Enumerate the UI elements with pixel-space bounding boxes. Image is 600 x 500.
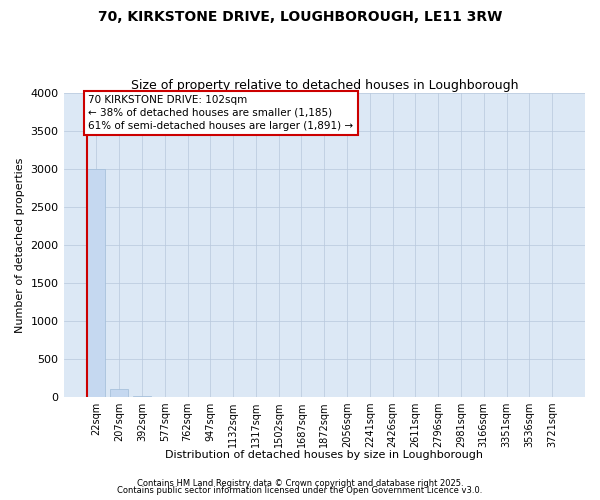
Text: 70, KIRKSTONE DRIVE, LOUGHBOROUGH, LE11 3RW: 70, KIRKSTONE DRIVE, LOUGHBOROUGH, LE11 … xyxy=(98,10,502,24)
Bar xyxy=(110,388,128,397)
Bar xyxy=(87,169,106,397)
Text: 70 KIRKSTONE DRIVE: 102sqm
← 38% of detached houses are smaller (1,185)
61% of s: 70 KIRKSTONE DRIVE: 102sqm ← 38% of deta… xyxy=(88,94,353,131)
Title: Size of property relative to detached houses in Loughborough: Size of property relative to detached ho… xyxy=(131,79,518,92)
Text: Contains HM Land Registry data © Crown copyright and database right 2025.: Contains HM Land Registry data © Crown c… xyxy=(137,478,463,488)
Text: Contains public sector information licensed under the Open Government Licence v3: Contains public sector information licen… xyxy=(118,486,482,495)
X-axis label: Distribution of detached houses by size in Loughborough: Distribution of detached houses by size … xyxy=(165,450,483,460)
Y-axis label: Number of detached properties: Number of detached properties xyxy=(15,158,25,332)
